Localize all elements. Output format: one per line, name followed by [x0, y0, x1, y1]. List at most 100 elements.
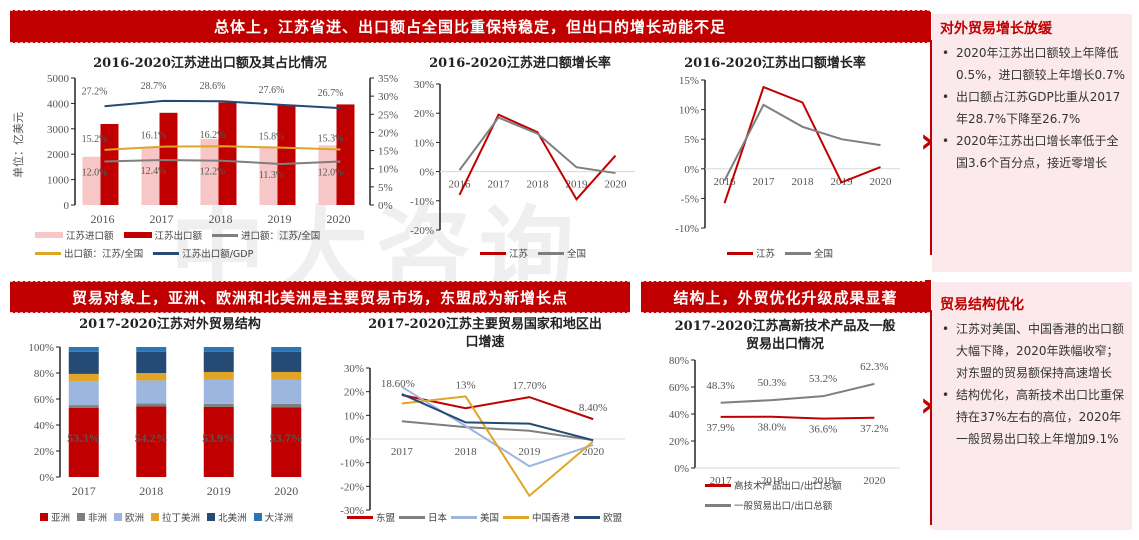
legend-item: 出口额：江苏/全国: [35, 246, 143, 260]
side-panel-bullets: 2020年江苏出口额较上年降低0.5%，进口额较上年增长0.7% 出口额占江苏G…: [932, 42, 1132, 174]
svg-text:1000: 1000: [47, 175, 70, 187]
svg-text:-20%: -20%: [340, 481, 364, 493]
chart6-legend: 高技术产品出口/出口总额 一般贸易出口/出口总额: [705, 478, 905, 512]
legend-item: 美国: [451, 510, 499, 524]
legend-item: 拉丁美洲: [151, 510, 200, 524]
legend-item: 欧盟: [574, 510, 622, 524]
legend-item: 一般贸易出口/出口总额: [705, 498, 832, 512]
svg-text:10%: 10%: [344, 410, 364, 422]
svg-text:36.6%: 36.6%: [809, 424, 837, 436]
svg-text:20%: 20%: [378, 127, 398, 139]
svg-text:60%: 60%: [669, 382, 689, 394]
svg-text:2018: 2018: [792, 176, 815, 188]
legend-item: 江苏: [480, 246, 528, 260]
svg-text:2019: 2019: [812, 475, 835, 487]
svg-text:15.2%: 15.2%: [82, 134, 108, 145]
svg-text:17.70%: 17.70%: [512, 380, 546, 392]
legend-item: 全国: [538, 246, 586, 260]
chart2-import-growth: -20%-10%0%10%20%30%2016 2017 2018 2019 2020: [410, 79, 635, 237]
svg-text:2020: 2020: [863, 475, 886, 487]
side-divider: [930, 40, 932, 255]
svg-text:15.3%: 15.3%: [318, 133, 344, 144]
svg-text:2020: 2020: [605, 179, 628, 191]
bullet-item: 结构优化，高新技术出口比重保持在37%左右的高位，2020年一般贸易出口较上年增…: [940, 384, 1128, 450]
svg-text:27.2%: 27.2%: [82, 86, 108, 97]
chart1-title: 2016-2020江苏进出口额及其占比情况: [93, 56, 327, 71]
legend-item: 江苏进口额: [35, 228, 114, 242]
svg-text:-30%: -30%: [340, 505, 364, 517]
chevron-right-icon: ›: [920, 121, 935, 161]
svg-text:30%: 30%: [414, 79, 434, 91]
svg-text:5%: 5%: [684, 134, 699, 146]
chart2-title: 2016-2020江苏进口额增长率: [429, 56, 611, 71]
svg-text:0%: 0%: [674, 463, 689, 475]
banner-bottom-left: 贸易对象上，亚洲、欧洲和北美洲是主要贸易市场，东盟成为新增长点: [10, 281, 630, 313]
svg-text:2018: 2018: [209, 212, 233, 226]
chart4-legend: 亚洲 非洲 欧洲 拉丁美洲 北美洲 大洋洲: [40, 510, 293, 524]
svg-text:53.7%: 53.7%: [270, 431, 303, 445]
legend-item: 大洋洲: [253, 510, 293, 524]
svg-text:0%: 0%: [39, 472, 54, 484]
svg-text:30%: 30%: [378, 91, 398, 103]
svg-text:2019: 2019: [566, 179, 589, 191]
svg-text:2017: 2017: [150, 212, 174, 226]
svg-text:0: 0: [64, 200, 70, 212]
svg-text:37.2%: 37.2%: [860, 423, 888, 435]
side-panel-title: 对外贸易增长放缓: [940, 21, 1052, 37]
svg-text:60%: 60%: [34, 394, 54, 406]
svg-text:80%: 80%: [34, 368, 54, 380]
svg-text:11.3%: 11.3%: [259, 170, 284, 181]
svg-text:35%: 35%: [378, 73, 398, 85]
svg-text:40%: 40%: [669, 409, 689, 421]
svg-text:-20%: -20%: [410, 225, 434, 237]
svg-text:-10%: -10%: [675, 223, 699, 235]
svg-text:26.7%: 26.7%: [318, 88, 344, 99]
side-accent: [925, 280, 931, 310]
svg-text:2017: 2017: [753, 176, 776, 188]
svg-text:2018: 2018: [761, 475, 784, 487]
chart4-title: 2017-2020江苏对外贸易结构: [79, 317, 261, 332]
svg-text:37.9%: 37.9%: [706, 422, 734, 434]
svg-text:16.1%: 16.1%: [141, 131, 167, 142]
chart5-partner-growth: -30% -20% -10% 0% 10% 20% 30% 2017 2018 2019 2020 1…: [340, 363, 625, 517]
svg-text:15%: 15%: [378, 146, 398, 158]
svg-text:10%: 10%: [378, 164, 398, 176]
svg-text:50.3%: 50.3%: [758, 377, 786, 389]
chart5-title: 2017-2020江苏主要贸易国家和地区出口增速: [368, 317, 602, 350]
svg-text:100%: 100%: [28, 342, 54, 354]
bullet-item: 2020年江苏出口增长率低于全国3.6个百分点，接近零增长: [940, 130, 1128, 174]
svg-text:12.4%: 12.4%: [141, 166, 167, 177]
svg-text:25%: 25%: [378, 109, 398, 121]
svg-text:2018: 2018: [527, 179, 550, 191]
legend-item: 江苏: [727, 246, 775, 260]
svg-text:80%: 80%: [669, 355, 689, 367]
svg-text:4000: 4000: [47, 98, 70, 110]
svg-text:0%: 0%: [684, 164, 699, 176]
side-divider: [930, 310, 932, 525]
legend-item: 亚洲: [40, 510, 70, 524]
side-panel-title: 贸易结构优化: [940, 297, 1024, 313]
svg-text:12.0%: 12.0%: [318, 167, 344, 178]
chart4-trade-structure: 0% 20% 40% 60% 80% 100% 53.3% 2017 54.2% 2018 53.9…: [28, 342, 303, 498]
legend-item: 欧洲: [114, 510, 144, 524]
svg-text:单位：亿美元: 单位：亿美元: [11, 112, 25, 178]
svg-text:2000: 2000: [47, 149, 70, 161]
chart2-legend: 江苏 全国: [480, 246, 586, 260]
side-panel-bullets: 江苏对美国、中国香港的出口额大幅下降，2020年跌幅收窄；对东盟的贸易额保持高速…: [932, 318, 1132, 450]
svg-text:16.2%: 16.2%: [200, 130, 226, 141]
svg-text:10%: 10%: [679, 105, 699, 117]
svg-text:-10%: -10%: [410, 196, 434, 208]
svg-text:2018: 2018: [139, 484, 163, 498]
chart3-legend: 江苏 全国: [727, 246, 833, 260]
banner-bottom-mid: 结构上，外贸优化升级成果显著: [641, 281, 930, 313]
legend-item: 东盟: [347, 510, 395, 524]
banner-top: 总体上，江苏省进、出口额占全国比重保持稳定，但出口的增长动能不足: [10, 10, 930, 43]
svg-text:2019: 2019: [207, 484, 231, 498]
svg-text:-5%: -5%: [681, 193, 699, 205]
svg-text:38.0%: 38.0%: [758, 422, 786, 434]
bullet-item: 江苏对美国、中国香港的出口额大幅下降，2020年跌幅收窄；对东盟的贸易额保持高速…: [940, 318, 1128, 384]
bullet-item: 2020年江苏出口额较上年降低0.5%，进口额较上年增长0.7%: [940, 42, 1128, 86]
chart5-legend: 东盟 日本 美国 中国香港 欧盟: [347, 510, 622, 524]
svg-text:28.6%: 28.6%: [200, 81, 226, 92]
